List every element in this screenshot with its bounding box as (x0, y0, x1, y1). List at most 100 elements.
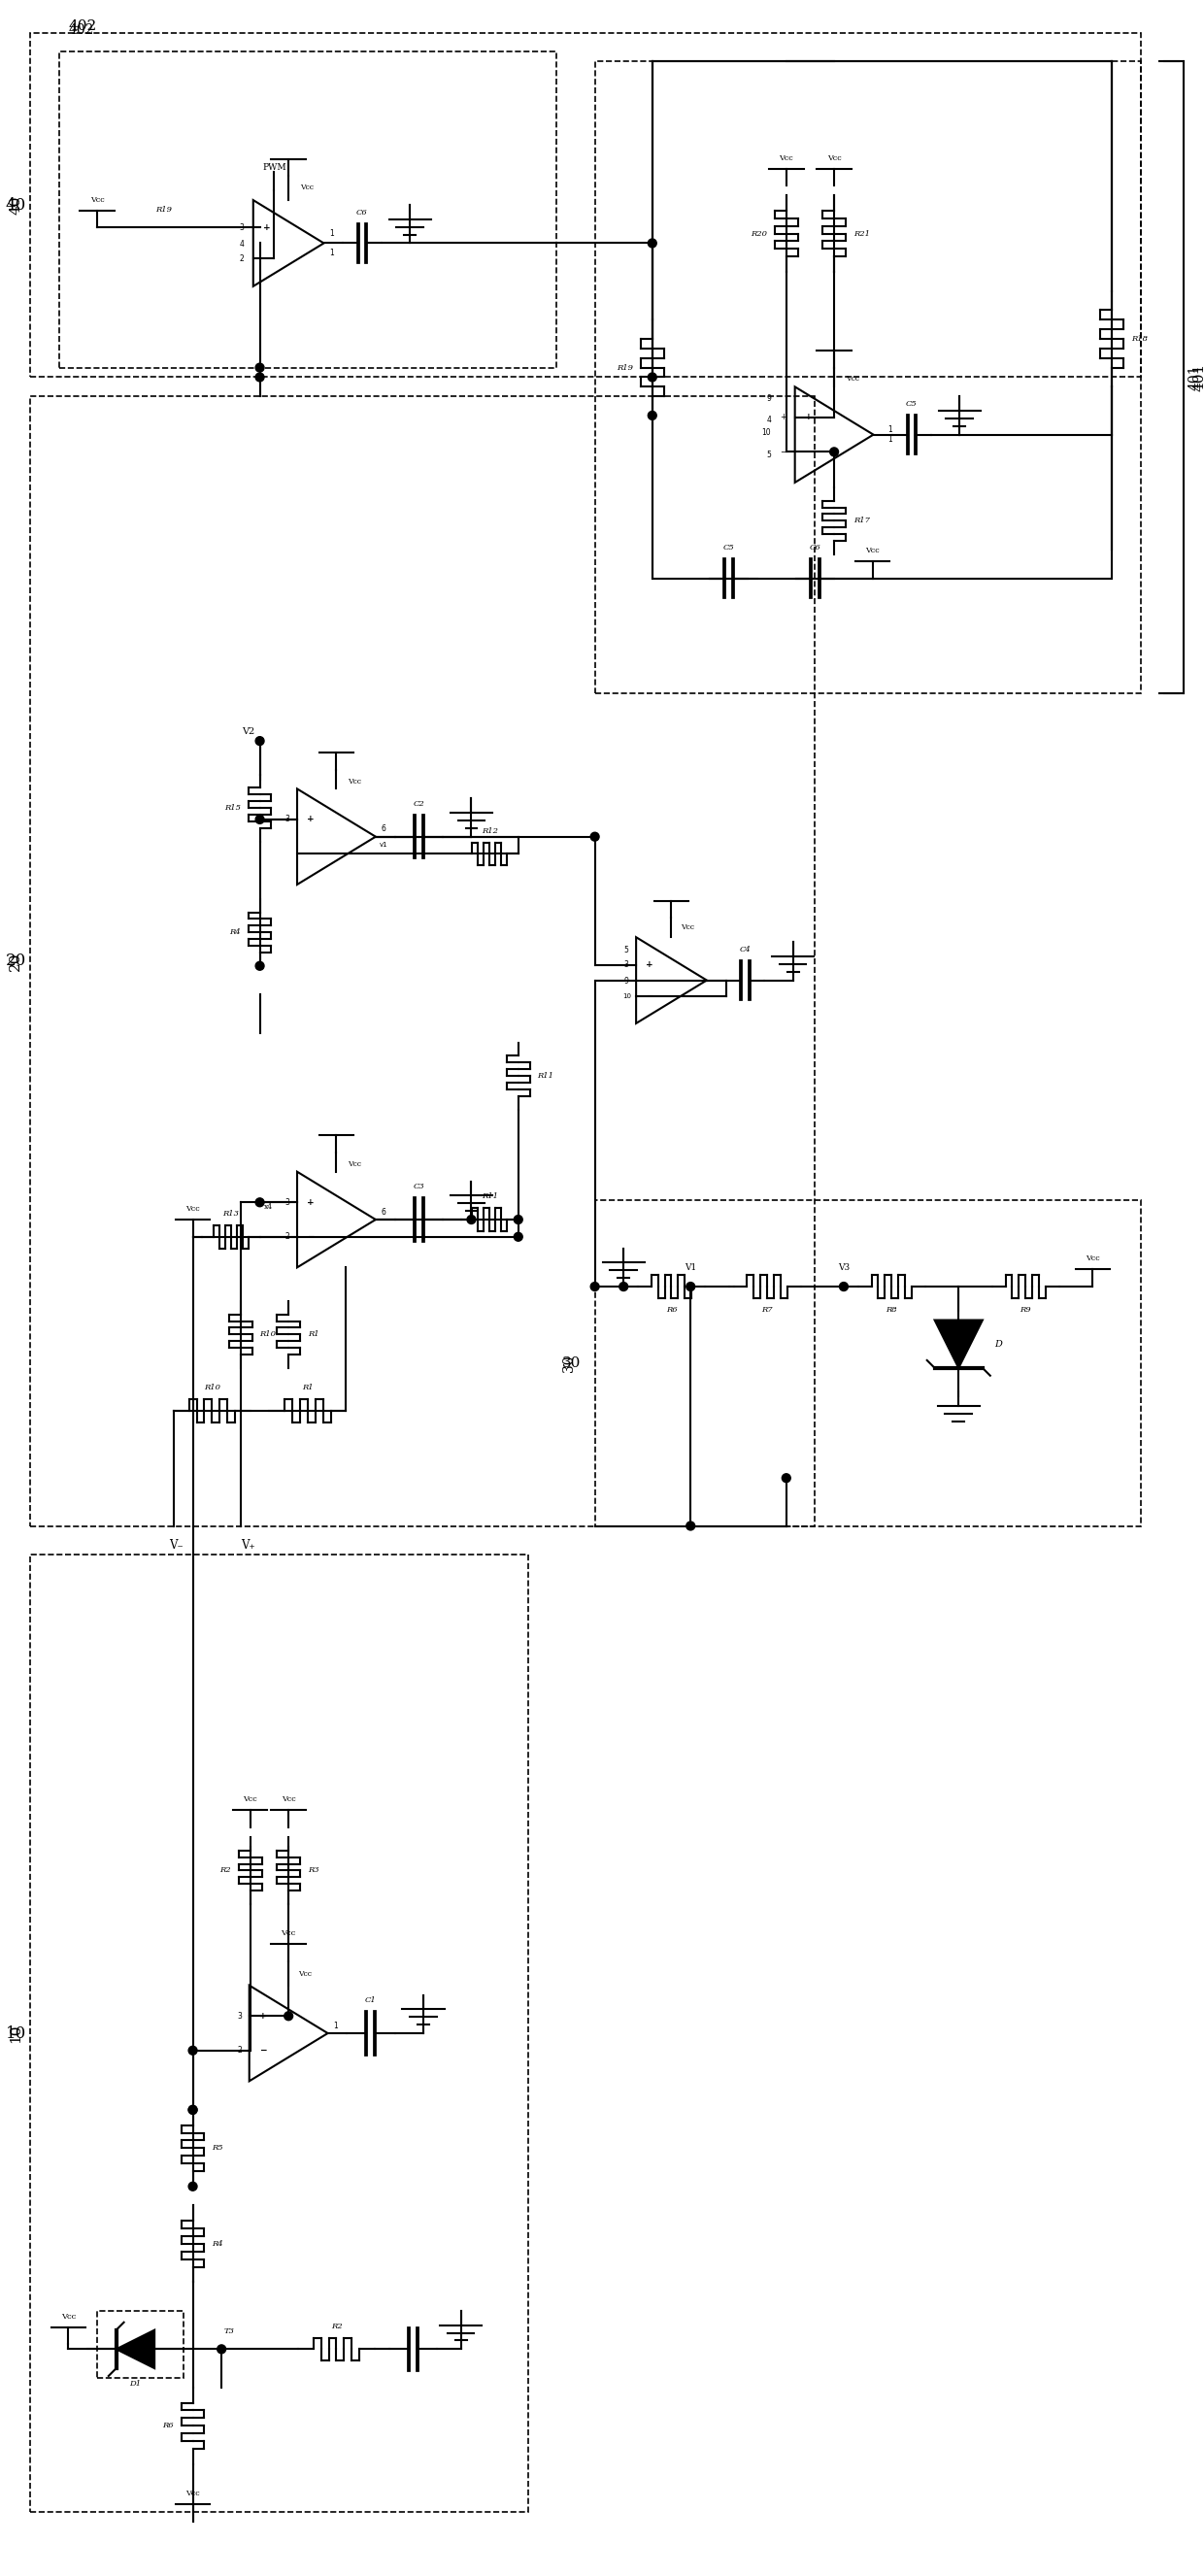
Text: 10: 10 (622, 992, 631, 999)
Text: C2: C2 (413, 801, 425, 809)
Text: 1: 1 (329, 247, 334, 258)
Text: V2: V2 (242, 726, 255, 737)
Circle shape (189, 2105, 197, 2115)
Text: 6: 6 (380, 1208, 385, 1216)
Text: R11: R11 (482, 1193, 497, 1200)
Text: 5: 5 (766, 451, 771, 459)
Text: R12: R12 (482, 827, 497, 835)
Text: 3: 3 (285, 814, 290, 824)
Text: R10: R10 (203, 1383, 220, 1391)
Text: R1: R1 (302, 1383, 313, 1391)
Text: −: − (804, 448, 811, 456)
Text: 20: 20 (5, 953, 26, 969)
Text: x4: x4 (265, 1203, 273, 1211)
Text: −: − (259, 2045, 266, 2056)
Text: R20: R20 (750, 229, 767, 237)
Text: Vcc: Vcc (866, 546, 880, 554)
Text: R7: R7 (761, 1306, 773, 1314)
Text: R4: R4 (212, 2241, 223, 2249)
Text: Vcc: Vcc (185, 2491, 200, 2499)
Circle shape (514, 1231, 523, 1242)
Text: 10: 10 (5, 2025, 26, 2043)
Text: R13: R13 (223, 1211, 240, 1218)
Text: 1: 1 (334, 2022, 338, 2030)
Text: −: − (307, 1231, 314, 1242)
Text: −: − (262, 255, 270, 263)
Text: C5: C5 (905, 399, 917, 407)
Text: 402: 402 (69, 23, 94, 39)
Text: D1: D1 (130, 2380, 141, 2388)
Text: Vcc: Vcc (348, 1159, 361, 1167)
Circle shape (686, 1283, 695, 1291)
Text: 1: 1 (329, 229, 334, 237)
Text: 4: 4 (766, 415, 771, 425)
Text: R11: R11 (537, 1072, 554, 1079)
Bar (98, 2311, 183, 2378)
Text: 40: 40 (5, 196, 26, 214)
Text: 10: 10 (762, 428, 771, 438)
Text: 40: 40 (8, 196, 23, 214)
Text: T3: T3 (224, 2326, 235, 2334)
Text: C6: C6 (356, 209, 368, 216)
Text: R5: R5 (212, 2143, 223, 2151)
Text: Vcc: Vcc (299, 1971, 312, 1978)
Text: 2: 2 (237, 2045, 242, 2056)
Circle shape (255, 737, 264, 744)
Bar (30, 33, 1140, 376)
Text: v1: v1 (379, 842, 388, 848)
Text: 1: 1 (887, 435, 892, 443)
Text: R2: R2 (331, 2321, 342, 2329)
Circle shape (619, 1283, 627, 1291)
Text: R19: R19 (616, 363, 633, 371)
Text: V₋: V₋ (169, 1538, 183, 1551)
Text: 3: 3 (624, 961, 628, 969)
Text: Vcc: Vcc (185, 1206, 200, 1213)
Text: C3: C3 (413, 1182, 425, 1190)
Text: R9: R9 (1020, 1306, 1032, 1314)
Text: Vcc: Vcc (282, 1795, 296, 1803)
Text: +: + (780, 412, 786, 422)
Circle shape (648, 412, 656, 420)
Text: 3: 3 (237, 2012, 242, 2020)
Text: 10: 10 (8, 2025, 23, 2043)
Bar (595, 1200, 1140, 1525)
Text: R2: R2 (220, 1868, 231, 1875)
Text: Vcc: Vcc (827, 155, 842, 162)
Circle shape (467, 1216, 476, 1224)
Text: 2: 2 (240, 255, 244, 263)
Text: +: + (804, 412, 811, 422)
Text: C4: C4 (739, 945, 751, 953)
Text: C5: C5 (724, 544, 734, 551)
Text: Vcc: Vcc (681, 925, 695, 933)
Text: 30: 30 (562, 1358, 580, 1370)
Polygon shape (117, 2329, 154, 2367)
Text: Vcc: Vcc (1086, 1255, 1099, 1262)
Circle shape (514, 1216, 523, 1224)
Circle shape (781, 1473, 791, 1481)
Polygon shape (934, 1319, 982, 1368)
Text: +: + (259, 2012, 266, 2020)
Text: C1: C1 (365, 1996, 377, 2004)
Circle shape (255, 1198, 264, 1206)
Text: +: + (645, 961, 653, 969)
Circle shape (189, 2182, 197, 2190)
Circle shape (590, 1283, 600, 1291)
Bar (653, 62, 1111, 577)
Circle shape (217, 2344, 226, 2354)
Text: Vcc: Vcc (845, 376, 860, 384)
Text: PWM: PWM (262, 162, 287, 173)
Circle shape (590, 832, 600, 840)
Bar (595, 62, 1140, 693)
Text: Vcc: Vcc (281, 1929, 296, 1937)
Text: R1: R1 (308, 1332, 319, 1340)
Text: R6: R6 (163, 2421, 173, 2429)
Text: 3: 3 (285, 1198, 290, 1206)
Text: 3: 3 (240, 224, 244, 232)
Text: R8: R8 (886, 1306, 897, 1314)
Text: −: − (780, 448, 787, 456)
Text: +: + (262, 224, 270, 232)
Text: Vcc: Vcc (243, 1795, 258, 1803)
Text: 402: 402 (69, 18, 96, 33)
Bar (30, 397, 815, 1525)
Circle shape (255, 961, 264, 971)
